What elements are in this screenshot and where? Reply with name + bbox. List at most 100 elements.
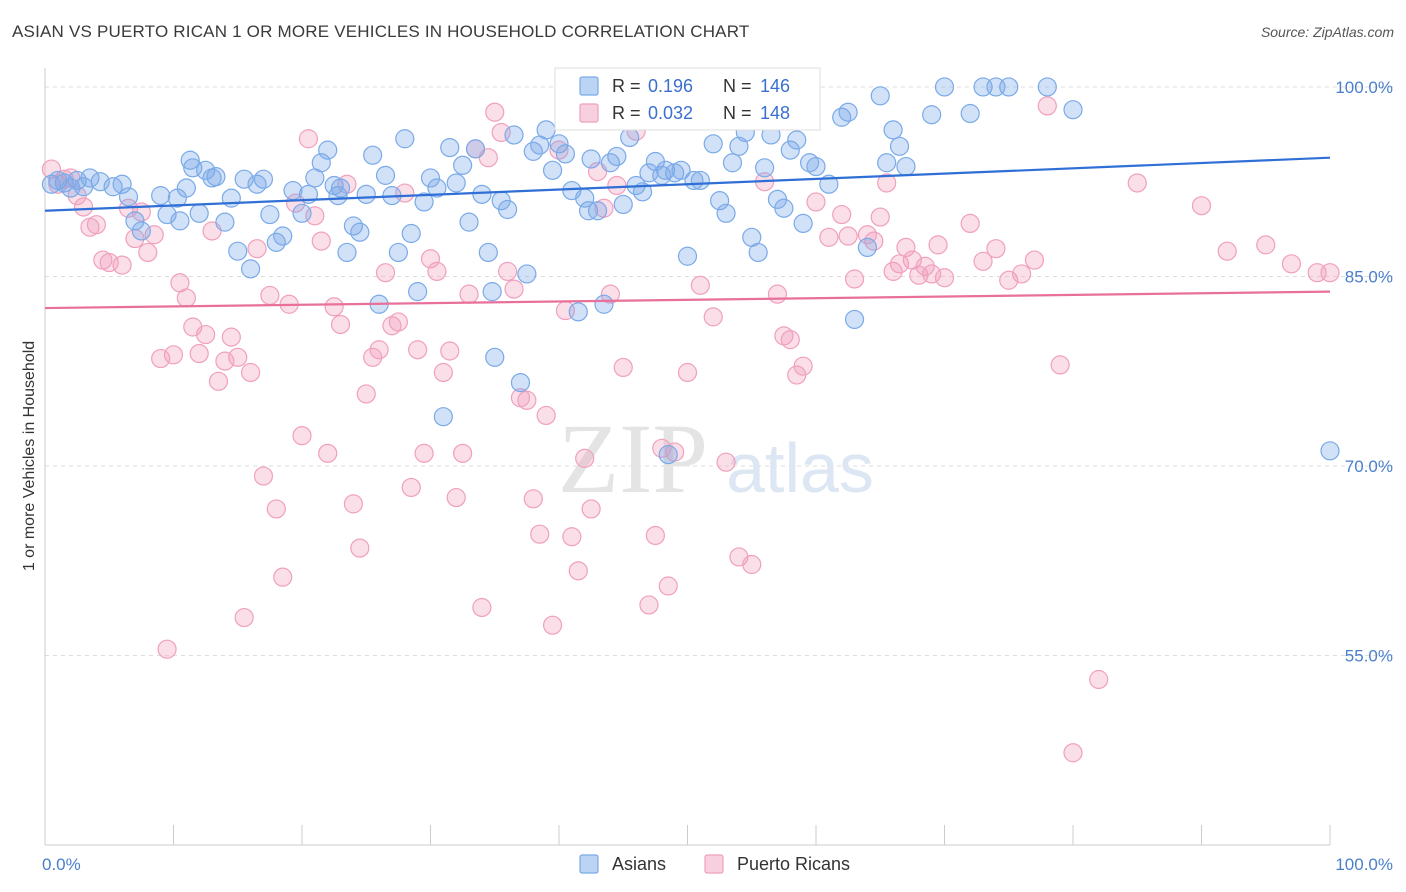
watermark: ZIP atlas xyxy=(558,403,874,514)
data-point-puerto-rican xyxy=(388,312,408,332)
data-point-puerto-rican xyxy=(1063,743,1083,763)
y-tick-label: 100.0% xyxy=(1335,78,1393,97)
data-point-puerto-rican xyxy=(639,595,659,615)
data-point-puerto-rican xyxy=(973,251,993,271)
data-point-asian xyxy=(440,137,460,158)
legend-r-label: R = xyxy=(612,76,641,96)
watermark-zip: ZIP xyxy=(558,403,708,514)
data-point-puerto-rican xyxy=(819,227,839,247)
data-point-asian xyxy=(542,160,563,180)
data-point-puerto-rican xyxy=(690,275,710,295)
data-point-asian xyxy=(498,199,518,220)
data-point-puerto-rican xyxy=(446,487,466,508)
data-point-puerto-rican xyxy=(292,426,312,446)
data-point-asian xyxy=(196,160,216,180)
data-point-puerto-rican xyxy=(414,443,434,463)
data-point-asian xyxy=(414,192,434,212)
data-point-puerto-rican xyxy=(363,347,383,367)
data-point-asian xyxy=(375,165,396,185)
data-point-puerto-rican xyxy=(453,443,473,463)
y-tick-label: 55.0% xyxy=(1345,646,1393,665)
data-point-asian xyxy=(170,211,190,231)
legend-swatch-asians xyxy=(579,76,599,96)
data-point-puerto-rican xyxy=(241,362,261,383)
data-point-puerto-rican xyxy=(472,597,492,618)
y-tick-label: 70.0% xyxy=(1345,457,1393,476)
data-point-puerto-rican xyxy=(1320,263,1340,283)
data-point-asian xyxy=(459,212,479,232)
data-point-asian xyxy=(671,160,691,180)
data-point-asian xyxy=(453,155,473,175)
data-point-puerto-rican xyxy=(536,405,556,426)
data-point-asian xyxy=(151,186,171,206)
data-point-asian xyxy=(754,158,775,178)
data-point-asian xyxy=(356,184,376,204)
data-point-asian xyxy=(690,170,710,191)
data-point-asian xyxy=(748,242,768,263)
data-point-puerto-rican xyxy=(260,285,280,306)
data-point-asian xyxy=(504,125,524,145)
data-point-asian xyxy=(112,174,132,194)
data-point-puerto-rican xyxy=(440,341,460,361)
data-point-asian xyxy=(844,309,865,330)
data-point-puerto-rican xyxy=(793,356,813,376)
data-point-puerto-rican xyxy=(86,215,107,235)
data-point-puerto-rican xyxy=(883,261,903,282)
data-point-asian xyxy=(999,77,1019,97)
legend-n-value: 148 xyxy=(760,103,790,123)
data-point-puerto-rican xyxy=(253,466,274,486)
data-point-asian xyxy=(587,201,608,221)
data-point-asian xyxy=(780,140,800,160)
data-point-asian xyxy=(555,144,576,164)
data-point-asian xyxy=(350,222,370,242)
data-point-puerto-rican xyxy=(1024,250,1045,270)
data-point-puerto-rican xyxy=(658,576,678,596)
data-point-puerto-rican xyxy=(234,607,254,628)
data-point-puerto-rican xyxy=(151,348,171,369)
data-point-asian xyxy=(228,241,248,261)
data-point-puerto-rican xyxy=(138,242,158,263)
data-point-puerto-rican xyxy=(408,340,428,360)
data-point-puerto-rican xyxy=(228,347,248,367)
data-point-asian xyxy=(877,153,897,173)
data-point-asian xyxy=(485,347,505,367)
data-point-asian xyxy=(318,140,338,160)
data-point-puerto-rican xyxy=(645,525,665,546)
data-point-puerto-rican xyxy=(986,239,1006,259)
data-point-puerto-rican xyxy=(420,249,441,269)
data-point-puerto-rican xyxy=(433,362,453,383)
data-point-puerto-rican xyxy=(870,207,890,227)
x-tick-label: 0.0% xyxy=(42,855,81,874)
data-point-puerto-rican xyxy=(157,639,177,659)
data-point-asian xyxy=(328,186,348,206)
data-point-puerto-rican xyxy=(324,297,344,317)
y-axis-label: 1 or more Vehicles in Household xyxy=(21,341,38,571)
data-point-puerto-rican xyxy=(523,489,543,509)
legend-n-label: N = xyxy=(723,76,752,96)
data-point-asian xyxy=(1320,441,1340,461)
x-tick-label: 100.0% xyxy=(1335,855,1393,874)
legend-r-value: 0.196 xyxy=(648,76,693,96)
data-point-asian xyxy=(883,120,903,140)
data-point-puerto-rican xyxy=(607,175,627,196)
data-point-asian xyxy=(337,242,357,263)
data-point-asian xyxy=(536,120,556,140)
data-point-asian xyxy=(703,134,723,154)
source-credit: Source: ZipAtlas.com xyxy=(1260,24,1394,40)
data-point-asian xyxy=(838,102,858,122)
data-point-asian xyxy=(710,191,730,211)
legend-r-label: R = xyxy=(612,103,641,123)
data-point-puerto-rican xyxy=(517,390,537,410)
data-point-puerto-rican xyxy=(215,351,235,371)
data-point-asian xyxy=(889,136,910,156)
data-point-puerto-rican xyxy=(73,197,94,217)
data-point-puerto-rican xyxy=(915,256,935,276)
data-point-asian xyxy=(658,445,678,465)
data-point-puerto-rican xyxy=(1089,669,1109,690)
trend-line-asians xyxy=(44,156,1331,212)
data-point-puerto-rican xyxy=(401,477,421,498)
watermark-atlas: atlas xyxy=(726,429,874,507)
data-point-puerto-rican xyxy=(613,357,633,378)
data-point-puerto-rican xyxy=(1127,173,1147,193)
